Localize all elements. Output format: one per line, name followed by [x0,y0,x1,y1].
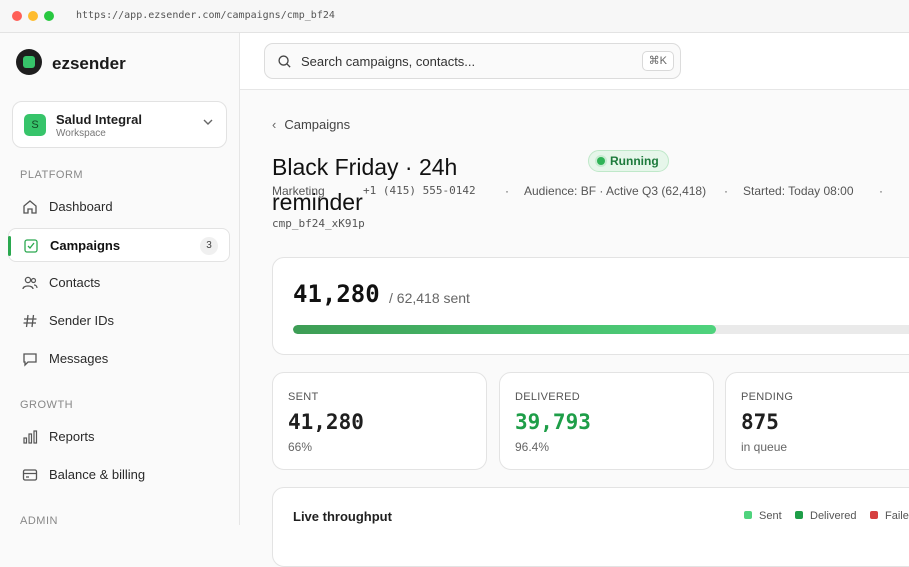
sidebar-item-campaigns[interactable]: Campaigns 3 [8,228,230,262]
legend-delivered: Delivered [795,510,856,522]
sidebar-item-reports[interactable]: Reports [8,420,230,454]
sidebar: ezsender S Salud Integral Workspace PLAT… [0,33,240,527]
legend-failed: Failed [870,510,909,522]
maximize-window-icon[interactable] [44,11,54,21]
brand-name: ezsender [52,54,126,73]
section-growth: GROWTH [20,399,74,411]
workspace-switcher[interactable]: S Salud Integral Workspace [12,101,227,148]
section-admin: ADMIN [20,515,58,527]
sidebar-item-label: Campaigns [50,238,121,253]
sidebar-item-dashboard[interactable]: Dashboard [8,190,230,224]
stat-sub: 66% [288,440,313,454]
workspace-avatar: S [24,114,46,136]
meta-separator: · [505,184,509,198]
stat-sub: 96.4% [515,440,550,454]
message-icon [23,353,37,367]
campaign-icon [24,239,38,253]
credit-card-icon [22,469,38,481]
legend-sent: Sent [744,510,782,522]
status-badge: Running [588,150,669,172]
contacts-icon [22,276,38,290]
sidebar-item-label: Dashboard [49,199,113,214]
breadcrumb[interactable]: ‹ Campaigns [272,117,350,132]
sidebar-item-label: Messages [49,351,109,366]
stat-sub: in queue [741,440,788,454]
progress-bar-fill [293,325,717,334]
bar-chart-icon [23,430,38,444]
page-title: Black Friday · 24h reminder [272,154,458,215]
workspace-label: Workspace [56,128,106,139]
stat-label: SENT [288,391,319,403]
sidebar-item-label: Sender IDs [49,313,115,328]
campaign-type: Marketing [272,184,325,198]
address-bar[interactable]: https://app.ezsender.com/campaigns/cmp_b… [76,10,335,21]
workspace-name: Salud Integral [56,112,142,127]
stat-value: 875 [741,410,779,434]
top-bar: Search campaigns, contacts... ⌘K [240,33,909,90]
sidebar-item-sender-ids[interactable]: Sender IDs [8,304,230,338]
browser-chrome: https://app.ezsender.com/campaigns/cmp_b… [0,0,909,33]
search-placeholder: Search campaigns, contacts... [301,54,476,69]
brand-logo-icon [16,49,42,75]
hash-icon [23,314,37,328]
sidebar-item-label: Reports [49,429,95,444]
search-shortcut: ⌘K [641,51,674,71]
sent-count: 41,280 [293,280,380,308]
chevron-down-icon [203,119,213,125]
progress-card: 41,280 / 62,418 sent [272,257,909,355]
chevron-left-icon: ‹ [272,117,277,132]
campaign-started: Started: Today 08:00 [743,184,854,198]
sender-id: +1 (415) 555-0142 [363,184,476,197]
section-platform: PLATFORM [20,169,84,181]
stat-value: 39,793 [515,410,591,434]
minimize-window-icon[interactable] [28,11,38,21]
stat-label: DELIVERED [515,391,581,403]
stat-card-delivered: DELIVERED 39,793 96.4% [499,372,714,470]
stat-card-pending: PENDING 875 in queue [725,372,909,470]
main-content: ‹ Campaigns Black Friday · 24h reminder R… [240,90,909,567]
throughput-title: Live throughput [293,509,392,524]
breadcrumb-campaigns-link[interactable]: Campaigns [284,117,351,132]
meta-separator: · [724,184,728,198]
sidebar-item-messages[interactable]: Messages [8,342,230,376]
search-input[interactable]: Search campaigns, contacts... ⌘K [264,43,681,79]
sidebar-item-balance-billing[interactable]: Balance & billing [8,458,230,492]
stat-label: PENDING [741,391,794,403]
sidebar-item-label: Balance & billing [49,467,146,482]
throughput-card: Live throughput Sent Delivered Failed [272,487,909,567]
close-window-icon[interactable] [12,11,22,21]
search-icon [278,55,291,68]
campaign-id: cmp_bf24_xK91p [272,217,365,230]
sidebar-item-label: Contacts [49,275,101,290]
campaign-audience: Audience: BF · Active Q3 (62,418) [524,184,707,198]
sidebar-item-contacts[interactable]: Contacts [8,266,230,300]
campaigns-count-badge: 3 [200,237,218,255]
stat-card-sent: SENT 41,280 66% [272,372,487,470]
meta-separator: · [879,184,883,198]
stat-value: 41,280 [288,410,364,434]
home-icon [23,200,37,214]
progress-bar [293,325,909,334]
total-recipients: / 62,418 sent [389,290,470,306]
